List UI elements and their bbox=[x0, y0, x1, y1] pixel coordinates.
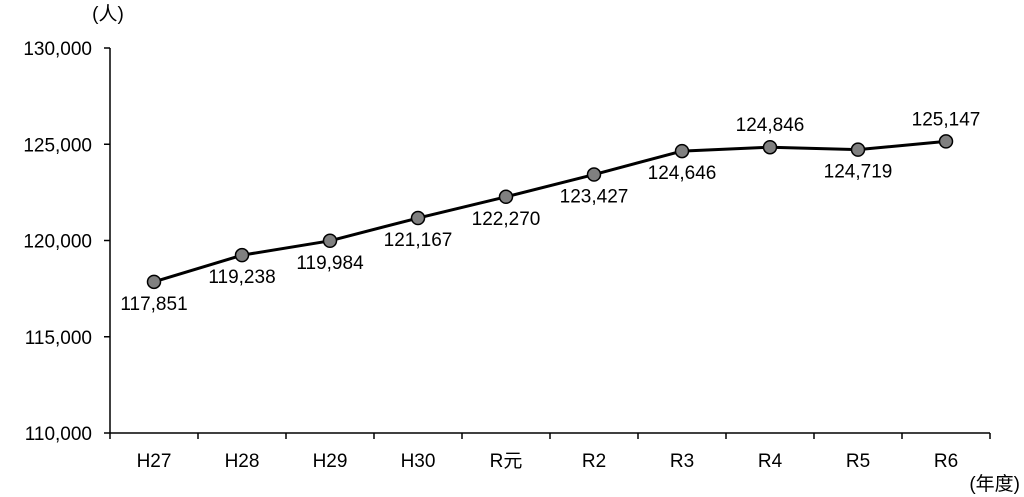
data-point bbox=[234, 247, 250, 263]
x-tick-label: R3 bbox=[670, 451, 694, 472]
data-point bbox=[850, 142, 866, 157]
data-point bbox=[146, 274, 162, 290]
axes bbox=[109, 48, 990, 434]
x-axis-unit-label: (年度) bbox=[969, 473, 1020, 495]
x-axis-ticks: H27 H28 H29 H30 R元 R2 R3 R4 R5 R6 bbox=[109, 433, 991, 472]
x-tick-label: R2 bbox=[582, 451, 606, 472]
y-axis-ticks: 110,000 115,000 120,000 125,000 130,000 bbox=[23, 39, 110, 445]
data-point bbox=[322, 233, 338, 249]
x-tick-label: H28 bbox=[225, 451, 260, 472]
x-tick-label: R元 bbox=[490, 451, 523, 472]
x-tick-label: H29 bbox=[313, 451, 348, 472]
data-labels: 117,851 119,238 119,984 121,167 122,270 123,4… bbox=[120, 109, 980, 314]
data-label: 124,646 bbox=[648, 163, 717, 184]
y-tick-label: 130,000 bbox=[23, 39, 92, 60]
series-line-path bbox=[153, 139, 947, 284]
x-tick-label: H30 bbox=[401, 451, 436, 472]
y-axis-unit-label: (人) bbox=[92, 3, 124, 25]
x-tick-label: R6 bbox=[934, 451, 958, 472]
y-tick-label: 120,000 bbox=[23, 232, 92, 253]
data-label: 117,851 bbox=[120, 294, 187, 315]
data-label: 122,270 bbox=[472, 209, 541, 230]
data-point bbox=[498, 189, 514, 205]
y-tick-label: 115,000 bbox=[25, 328, 92, 349]
data-label: 125,147 bbox=[912, 109, 981, 130]
data-label: 119,984 bbox=[296, 253, 364, 274]
data-label: 123,427 bbox=[560, 187, 629, 208]
data-point bbox=[410, 210, 426, 226]
x-tick-label: R5 bbox=[846, 451, 870, 472]
x-tick-label: H27 bbox=[137, 451, 172, 472]
series-markers bbox=[146, 134, 954, 290]
y-tick-label: 125,000 bbox=[23, 135, 92, 156]
data-label: 124,846 bbox=[736, 115, 805, 136]
data-label: 119,238 bbox=[208, 267, 275, 288]
x-tick-label: R4 bbox=[758, 451, 783, 472]
data-label: 121,167 bbox=[384, 230, 453, 251]
data-point bbox=[938, 134, 954, 149]
data-point bbox=[674, 143, 690, 159]
data-point bbox=[586, 167, 602, 182]
data-label: 124,719 bbox=[824, 162, 893, 183]
data-point bbox=[762, 139, 778, 155]
series-line bbox=[153, 139, 947, 284]
y-tick-label: 110,000 bbox=[25, 424, 92, 445]
